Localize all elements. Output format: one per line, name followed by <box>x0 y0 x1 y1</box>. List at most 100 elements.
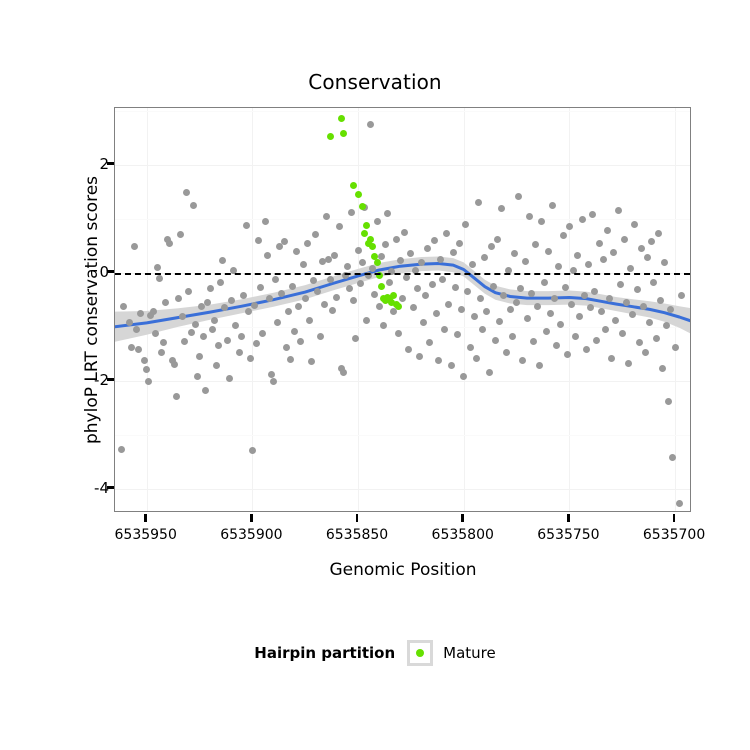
data-point-other <box>149 308 157 316</box>
data-point-mature <box>365 239 373 247</box>
data-point-other <box>373 217 381 225</box>
data-point-other <box>608 354 616 362</box>
data-point-other <box>494 235 502 243</box>
data-point-other <box>510 250 518 258</box>
data-point-other <box>132 325 140 333</box>
gridline-horizontal-minor <box>115 218 690 220</box>
data-point-other <box>546 309 554 317</box>
y-tick-mark <box>107 270 114 273</box>
data-point-other <box>289 282 297 290</box>
data-point-other <box>299 261 307 269</box>
data-point-other <box>413 285 421 293</box>
data-point-other <box>250 301 258 309</box>
data-point-other <box>157 349 165 357</box>
data-point-other <box>540 278 548 286</box>
data-point-other <box>272 275 280 283</box>
data-point-other <box>496 317 504 325</box>
legend-label-mature: Mature <box>443 644 496 662</box>
data-point-other <box>244 308 252 316</box>
data-point-other <box>136 309 144 317</box>
gridline-horizontal-minor <box>115 110 690 112</box>
data-point-other <box>398 295 406 303</box>
data-point-other <box>371 290 379 298</box>
data-point-other <box>265 295 273 303</box>
data-point-other <box>396 257 404 265</box>
data-point-other <box>417 259 425 267</box>
data-point-other <box>441 325 449 333</box>
x-tick-mark <box>567 514 570 522</box>
data-point-other <box>625 359 633 367</box>
data-point-other <box>240 291 248 299</box>
data-point-other <box>369 264 377 272</box>
data-point-other <box>415 352 423 360</box>
data-point-other <box>576 313 584 321</box>
data-point-other <box>215 342 223 350</box>
data-point-other <box>426 339 434 347</box>
data-point-other <box>187 328 195 336</box>
data-point-other <box>134 345 142 353</box>
data-point-other <box>384 209 392 217</box>
x-tick-mark <box>144 514 147 522</box>
x-tick-label: 6535900 <box>220 527 283 543</box>
data-point-other <box>622 298 630 306</box>
data-point-other <box>324 255 332 263</box>
data-point-other <box>343 262 351 270</box>
data-point-other <box>248 447 256 455</box>
data-point-other <box>648 237 656 245</box>
data-point-other <box>654 230 662 238</box>
data-point-other <box>549 201 556 209</box>
data-point-other <box>618 329 626 337</box>
data-point-other <box>506 305 514 313</box>
data-point-other <box>551 295 559 303</box>
data-point-other <box>308 358 316 366</box>
gridline-horizontal <box>115 488 690 490</box>
data-point-other <box>335 223 343 231</box>
data-point-other <box>582 345 590 353</box>
data-point-other <box>470 313 478 321</box>
data-point-other <box>236 349 244 357</box>
data-point-other <box>206 285 214 293</box>
data-point-other <box>483 308 491 316</box>
data-point-other <box>284 308 292 316</box>
data-point-other <box>445 300 453 308</box>
data-point-other <box>301 295 309 303</box>
data-point-other <box>409 304 417 312</box>
data-point-other <box>316 332 324 340</box>
data-point-other <box>591 288 599 296</box>
data-point-other <box>542 327 550 335</box>
data-point-other <box>382 241 390 249</box>
data-point-mature <box>367 235 375 243</box>
data-point-mature <box>350 181 358 189</box>
data-point-other <box>513 298 521 306</box>
data-point-other <box>504 266 512 274</box>
data-point-other <box>432 309 440 317</box>
data-point-other <box>242 221 250 229</box>
data-point-other <box>327 275 335 283</box>
data-point-other <box>318 258 326 266</box>
data-point-other <box>238 332 246 340</box>
data-point-other <box>196 352 204 360</box>
data-point-other <box>303 239 311 247</box>
data-point-other <box>407 250 415 258</box>
data-point-other <box>570 266 578 274</box>
data-point-other <box>181 338 189 346</box>
data-point-other <box>458 305 466 313</box>
data-point-other <box>229 266 237 274</box>
data-point-other <box>388 268 396 276</box>
data-point-other <box>451 284 459 292</box>
data-point-mature <box>382 297 390 305</box>
data-point-other <box>606 295 614 303</box>
data-point-other <box>392 235 400 243</box>
data-point-other <box>658 365 666 373</box>
data-point-other <box>580 291 588 299</box>
data-point-other <box>447 362 455 370</box>
data-point-mature <box>373 259 381 267</box>
y-tick-mark <box>107 378 114 381</box>
data-point-other <box>434 356 442 364</box>
data-point-other <box>363 316 370 324</box>
data-point-other <box>155 274 163 282</box>
data-point-other <box>403 273 411 281</box>
legend-key-mature[interactable] <box>407 640 434 666</box>
data-point-other <box>489 282 497 290</box>
